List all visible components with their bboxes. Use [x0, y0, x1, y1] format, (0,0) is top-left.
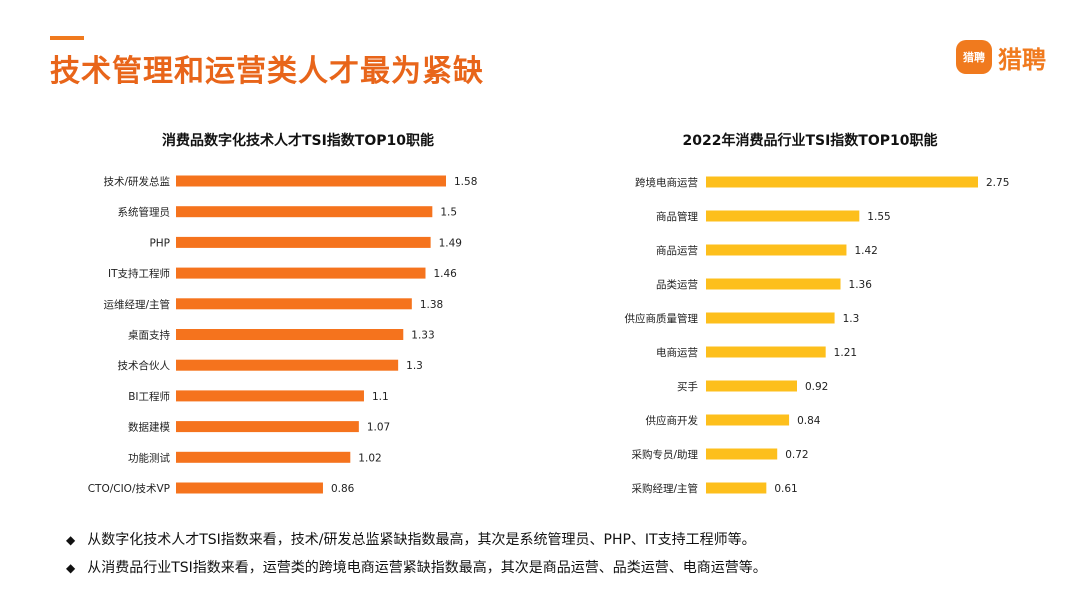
- value-label: 1.46: [433, 268, 457, 280]
- category-label: 运维经理/主管: [103, 298, 170, 311]
- bar: [706, 312, 835, 324]
- logo-badge-icon: 猎聘: [956, 40, 992, 74]
- value-label: 1.55: [867, 211, 890, 223]
- category-label: 桌面支持: [128, 329, 170, 342]
- note-item: ◆ 从消费品行业TSI指数来看，运营类的跨境电商运营紧缺指数最高，其次是商品运营…: [66, 554, 767, 582]
- value-label: 1.02: [358, 452, 381, 464]
- bar: [176, 267, 426, 279]
- diamond-bullet-icon: ◆: [66, 533, 76, 547]
- bar: [176, 329, 404, 340]
- category-label: 数据建模: [128, 421, 170, 434]
- value-label: 0.86: [331, 483, 355, 495]
- bar: [176, 390, 364, 402]
- category-label: 跨境电商运营: [635, 176, 698, 189]
- logo-badge-text: 猎聘: [963, 51, 985, 64]
- bar: [706, 380, 797, 392]
- chart-title: 消费品数字化技术人才TSI指数TOP10职能: [162, 132, 434, 149]
- bar: [176, 482, 323, 494]
- category-label: 技术合伙人: [118, 359, 171, 372]
- value-label: 1.1: [372, 391, 389, 403]
- bar: [176, 206, 433, 218]
- bar: [176, 236, 431, 248]
- category-label: CTO/CIO/技术VP: [88, 482, 170, 495]
- bar: [706, 414, 790, 426]
- value-label: 1.38: [420, 299, 443, 311]
- bar: [176, 421, 359, 433]
- title-accent-bar: [50, 36, 84, 40]
- bar: [706, 176, 978, 188]
- category-label: 电商运营: [656, 346, 698, 359]
- value-label: 0.72: [785, 449, 808, 461]
- diamond-bullet-icon: ◆: [66, 561, 76, 575]
- bar: [176, 298, 412, 310]
- value-label: 0.84: [797, 415, 821, 427]
- value-label: 1.5: [440, 207, 457, 219]
- bar: [706, 448, 778, 460]
- category-label: 系统管理员: [118, 206, 171, 219]
- category-label: 品类运营: [656, 278, 698, 291]
- category-label: 商品运营: [656, 244, 698, 257]
- value-label: 1.42: [854, 245, 877, 257]
- category-label: 功能测试: [128, 451, 170, 464]
- bar: [176, 175, 446, 187]
- bar: [706, 278, 841, 290]
- bar: [706, 482, 767, 494]
- category-label: PHP: [149, 237, 170, 249]
- category-label: 买手: [677, 380, 698, 393]
- page-title: 技术管理和运营类人才最为紧缺: [50, 54, 484, 89]
- value-label: 1.58: [454, 176, 477, 188]
- bar: [176, 359, 399, 371]
- category-label: 供应商质量管理: [625, 312, 699, 325]
- value-label: 0.92: [805, 381, 828, 393]
- note-text: 从消费品行业TSI指数来看，运营类的跨境电商运营紧缺指数最高，其次是商品运营、品…: [87, 560, 767, 576]
- value-label: 1.3: [843, 313, 860, 325]
- category-label: 采购专员/助理: [631, 448, 698, 461]
- category-label: 采购经理/主管: [631, 482, 698, 495]
- note-text: 从数字化技术人才TSI指数来看，技术/研发总监紧缺指数最高，其次是系统管理员、P…: [87, 532, 756, 548]
- value-label: 0.61: [774, 483, 797, 495]
- bar: [706, 346, 826, 358]
- category-label: 技术/研发总监: [103, 175, 170, 188]
- category-label: IT支持工程师: [108, 267, 170, 280]
- value-label: 2.75: [986, 177, 1009, 189]
- liepin-logo: 猎聘 猎聘: [956, 38, 1046, 76]
- bar: [706, 244, 847, 256]
- bar: [706, 210, 860, 222]
- note-item: ◆ 从数字化技术人才TSI指数来看，技术/研发总监紧缺指数最高，其次是系统管理员…: [66, 526, 767, 554]
- notes-list: ◆ 从数字化技术人才TSI指数来看，技术/研发总监紧缺指数最高，其次是系统管理员…: [66, 526, 767, 582]
- category-label: 商品管理: [656, 210, 698, 223]
- chart-title: 2022年消费品行业TSI指数TOP10职能: [682, 132, 937, 149]
- value-label: 1.3: [406, 360, 423, 372]
- bar: [176, 451, 351, 463]
- value-label: 1.36: [849, 279, 873, 291]
- value-label: 1.49: [439, 237, 462, 249]
- value-label: 1.07: [367, 422, 390, 434]
- value-label: 1.33: [411, 330, 434, 342]
- logo-text: 猎聘: [998, 45, 1046, 74]
- category-label: 供应商开发: [646, 414, 699, 427]
- value-label: 1.21: [834, 347, 857, 359]
- category-label: BI工程师: [128, 390, 170, 403]
